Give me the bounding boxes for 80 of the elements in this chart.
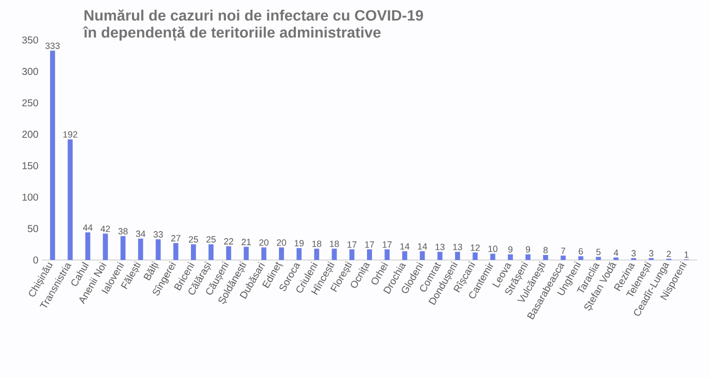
bar: [455, 252, 460, 260]
data-label: 8: [543, 246, 548, 254]
data-label: 25: [206, 236, 216, 243]
data-label: 7: [561, 248, 566, 254]
data-label: 333: [45, 42, 60, 49]
data-label: 18: [312, 240, 322, 247]
y-tick-label: 350: [22, 36, 38, 44]
bar: [560, 256, 566, 260]
data-label: 14: [400, 243, 410, 250]
data-label: 38: [118, 228, 128, 234]
bar: [190, 244, 196, 260]
bar: [420, 251, 425, 260]
data-label: 6: [578, 248, 583, 255]
data-label: 13: [453, 244, 462, 250]
y-tick-label: 150: [22, 162, 38, 170]
data-label: 21: [242, 238, 251, 246]
bar: [490, 254, 496, 260]
data-label: 10: [488, 246, 498, 252]
bar: [173, 243, 178, 260]
data-label: 25: [188, 236, 198, 243]
data-label: 17: [348, 241, 356, 248]
bar: [614, 257, 619, 260]
bar: [296, 248, 302, 260]
data-label: 44: [82, 224, 93, 231]
bar: [261, 247, 266, 260]
data-label: 192: [63, 131, 78, 138]
bar: [349, 249, 354, 260]
bar: [226, 246, 232, 260]
bar: [208, 244, 214, 260]
bar: [120, 236, 126, 260]
bar: [508, 254, 513, 260]
data-label: 14: [418, 243, 428, 250]
data-label: 12: [470, 244, 480, 251]
data-label: 27: [171, 235, 180, 242]
bar: [332, 248, 337, 260]
y-tick-label: 0: [33, 256, 38, 264]
bar: [437, 252, 442, 260]
bar: [50, 50, 56, 260]
y-tick-label: 100: [22, 194, 38, 201]
bar: [156, 239, 161, 260]
data-label: 18: [330, 240, 339, 247]
data-label: 20: [259, 239, 269, 246]
bar: [314, 248, 320, 260]
data-label: 3: [631, 250, 636, 256]
data-label: 17: [365, 241, 374, 248]
data-label: 34: [136, 230, 146, 237]
y-tick-label: 300: [22, 68, 38, 75]
data-label: 19: [294, 240, 304, 246]
bar: [102, 234, 108, 260]
y-tick-label: 250: [22, 99, 38, 106]
bar: [525, 254, 530, 260]
y-tick-label: 200: [22, 130, 38, 138]
data-label: 2: [666, 250, 671, 258]
data-label: 5: [596, 248, 601, 256]
data-label: 20: [276, 239, 286, 246]
data-label: 9: [526, 246, 530, 253]
bar: [402, 251, 408, 260]
data-label: 33: [154, 231, 163, 238]
bar: [472, 252, 478, 260]
data-label: 9: [508, 246, 512, 253]
y-tick-label: 50: [28, 225, 38, 232]
chart-title: Numărul de cazuri noi de infectare cu COVID-19: [84, 10, 424, 21]
data-label: 42: [100, 226, 110, 232]
bar: [384, 249, 390, 260]
bar: [543, 254, 548, 260]
bar: [578, 256, 584, 260]
data-label: 4: [614, 250, 618, 256]
bar: [596, 256, 601, 260]
chart-subtitle: în dependență de teritoriile administrative: [82, 26, 381, 42]
bar: [85, 232, 90, 260]
bar: [367, 249, 372, 260]
bar: [278, 247, 284, 260]
data-label: 3: [649, 250, 654, 256]
data-label: 17: [382, 241, 392, 248]
bar: [68, 139, 73, 260]
data-label: 1: [684, 251, 689, 258]
bar: [138, 238, 144, 260]
data-label: 13: [436, 244, 445, 250]
data-label: 22: [224, 238, 234, 244]
bar: [244, 246, 249, 260]
